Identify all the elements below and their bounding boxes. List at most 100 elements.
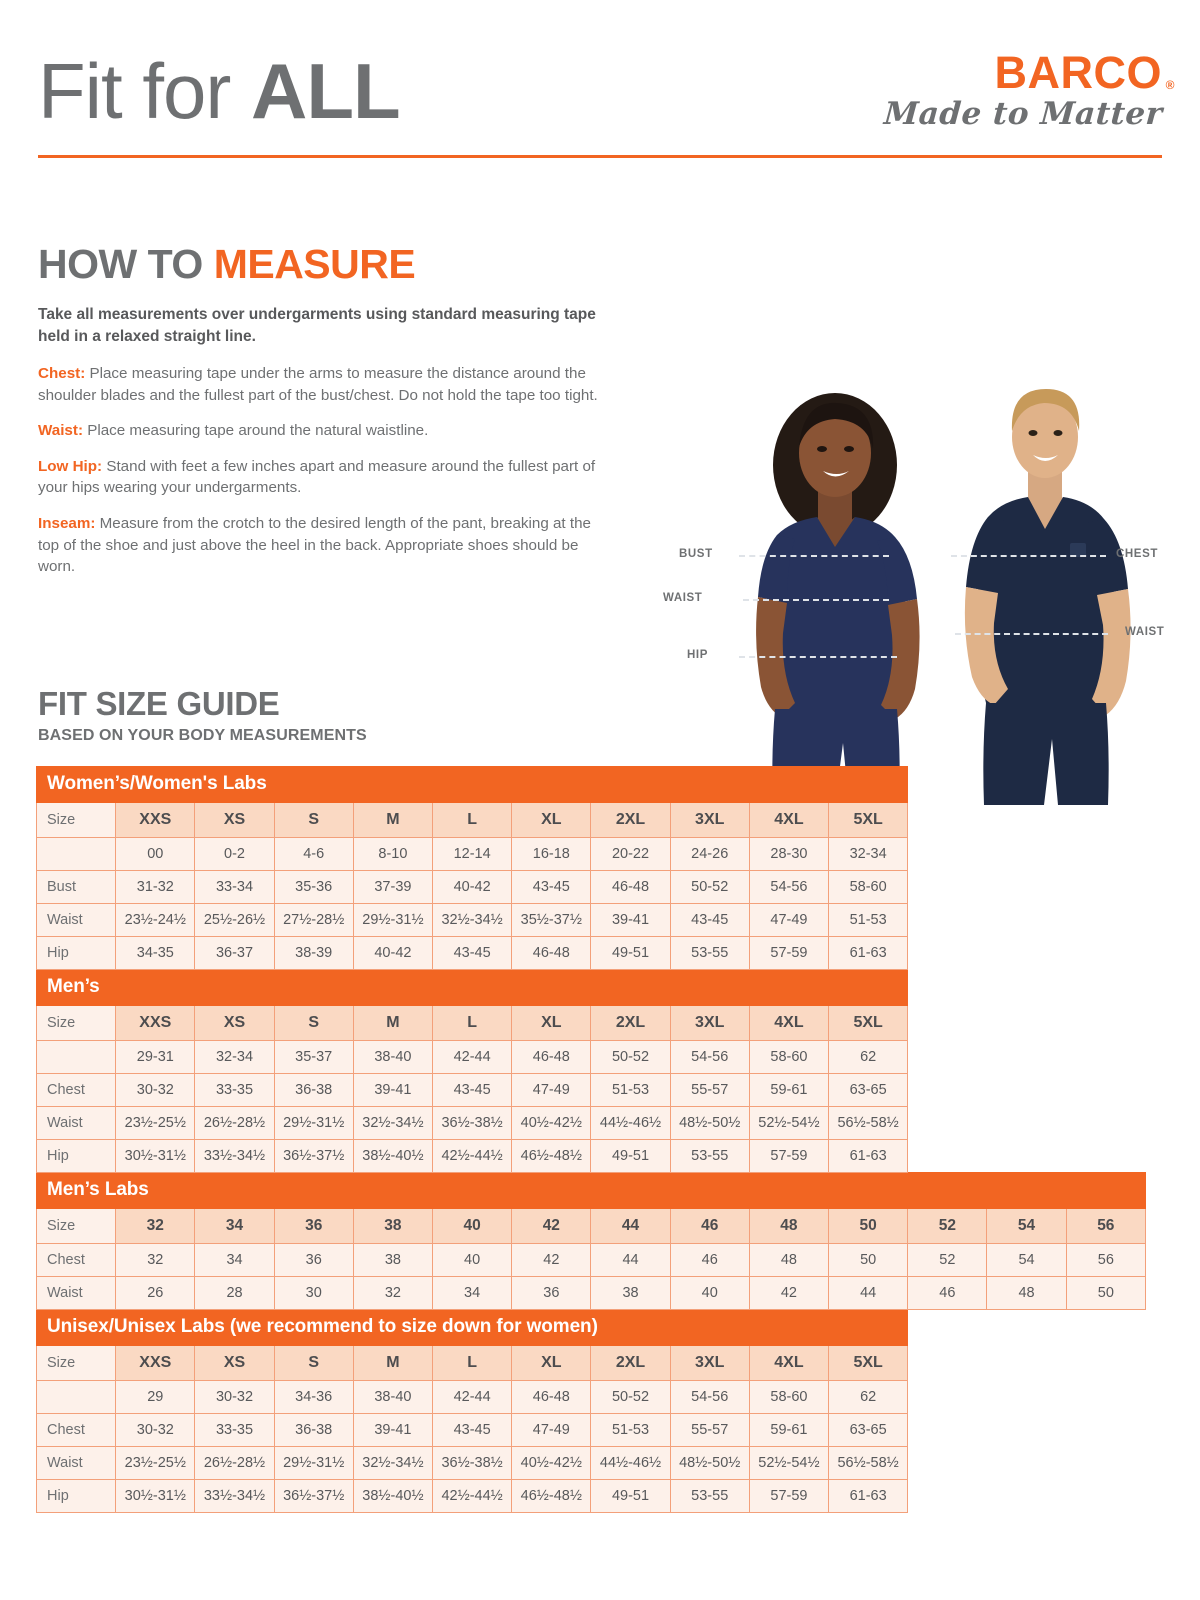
measurement-cell: 38: [590, 1276, 671, 1310]
measurement-cell: 29½-31½: [273, 1106, 354, 1140]
measurement-cell: 33½-34½: [194, 1139, 275, 1173]
brand-name: BARCO: [994, 47, 1162, 98]
measurement-cell: 62: [828, 1380, 909, 1414]
measurement-cell: 38: [352, 1243, 434, 1277]
measurement-cell: 33-35: [194, 1073, 275, 1107]
measure-item-low-hip-label: Low Hip:: [38, 457, 103, 475]
table-header-row: Size 32 34 36 38 40 42 44 46 48 50 52 54 56: [35, 1208, 1147, 1244]
measurement-row-label: Waist: [35, 903, 117, 937]
table-band-row: Women’s/Women's Labs: [35, 766, 1146, 803]
measurement-cell: 39-41: [352, 1073, 434, 1107]
size-header-cell: XL: [511, 802, 592, 838]
measurement-cell: 36½-38½: [432, 1106, 513, 1140]
measurement-cell: 52½-54½: [748, 1446, 830, 1480]
measurement-row-label: Chest: [35, 1413, 117, 1447]
measurement-cell: 48½-50½: [669, 1106, 750, 1140]
table-row: 00 0-2 4-6 8-10 12-14 16-18 20-22 24-26 28-30 32-…: [35, 837, 1146, 871]
measurement-cell: 61-63: [828, 936, 909, 970]
table-band-row: Men’s: [35, 969, 1146, 1006]
measurement-cell: 40½-42½: [511, 1106, 592, 1140]
measurement-cell: 32½-34½: [432, 903, 513, 937]
measurement-row-label: Hip: [35, 1139, 117, 1173]
measurement-cell: 36-38: [273, 1073, 354, 1107]
measurement-cell: 00: [115, 837, 196, 871]
label-waist-left: WAIST: [663, 592, 703, 604]
measurement-cell: 40-42: [432, 870, 513, 904]
measurement-cell: 53-55: [669, 936, 750, 970]
size-header-cell: 54: [986, 1208, 1067, 1244]
measurement-cell: 47-49: [511, 1073, 592, 1107]
table-band-title: Men’s: [35, 969, 909, 1006]
measurement-cell: 56: [1065, 1243, 1147, 1277]
measurement-cell: 23½-25½: [115, 1446, 196, 1480]
measurement-cell: 40: [669, 1276, 750, 1310]
heading-plain: HOW TO: [38, 241, 214, 287]
measurement-cell: 61-63: [828, 1139, 909, 1173]
measurement-cell: 46-48: [511, 936, 592, 970]
size-header-cell: 3XL: [669, 802, 750, 838]
measurement-cell: 48: [748, 1243, 830, 1277]
size-header-cell: S: [273, 1005, 354, 1041]
page-title-light: Fit for: [38, 47, 252, 135]
measurement-cell: 44: [828, 1276, 909, 1310]
measurement-cell: 32: [352, 1276, 434, 1310]
size-header-cell: XS: [194, 802, 275, 838]
measurement-cell: 43-45: [432, 1413, 513, 1447]
measurement-cell: 47-49: [748, 903, 830, 937]
measurement-cell: 55-57: [669, 1073, 750, 1107]
measurement-cell: 43-45: [669, 903, 750, 937]
size-header-cell: XXS: [115, 802, 196, 838]
measurement-cell: 30½-31½: [115, 1479, 196, 1513]
measurement-cell: 43-45: [511, 870, 592, 904]
size-header-cell: L: [432, 1005, 513, 1041]
heading-accent: MEASURE: [213, 241, 416, 287]
page-title: Fit for ALL: [38, 52, 401, 130]
measurement-cell: 38-39: [273, 936, 354, 970]
measurement-cell: 34-36: [273, 1380, 354, 1414]
measurement-cell: 32: [115, 1243, 196, 1277]
measurement-cell: 38½-40½: [352, 1479, 434, 1513]
measurement-cell: 63-65: [828, 1413, 909, 1447]
measurement-cell: 30-32: [115, 1413, 196, 1447]
measurement-cell: 20-22: [590, 837, 671, 871]
measure-intro-text: Take all measurements over undergarments…: [38, 306, 596, 346]
measurement-cell: 46½-48½: [511, 1139, 592, 1173]
header-divider: [38, 155, 1162, 158]
models-photo-area: BUST WAIST HIP CHEST WAIST: [655, 375, 1200, 805]
size-header-cell: M: [352, 1005, 434, 1041]
measure-item-inseam-label: Inseam:: [38, 514, 96, 532]
measurement-cell: 50-52: [669, 870, 750, 904]
male-model-photo: [964, 389, 1131, 805]
measurement-cell: 35-37: [273, 1040, 354, 1074]
measurement-cell: 57-59: [748, 936, 830, 970]
measurement-cell: 56½-58½: [828, 1106, 909, 1140]
measurement-cell: 42½-44½: [432, 1139, 513, 1173]
measurement-cell: 58-60: [748, 1380, 830, 1414]
measurement-cell: 46: [907, 1276, 988, 1310]
registered-trademark-icon: ®: [1165, 78, 1175, 92]
fit-size-guide-subheading: BASED ON YOUR BODY MEASUREMENTS: [38, 727, 367, 745]
measurement-cell: 23½-24½: [115, 903, 196, 937]
measurement-cell: 58-60: [748, 1040, 830, 1074]
table-band-title: Women’s/Women's Labs: [35, 766, 909, 803]
size-header-cell: 38: [352, 1208, 434, 1244]
measurement-cell: 42½-44½: [432, 1479, 513, 1513]
measurement-cell: 52: [907, 1243, 988, 1277]
measurement-cell: 44: [590, 1243, 671, 1277]
measurement-cell: 38-40: [352, 1040, 434, 1074]
measurement-cell: 24-26: [669, 837, 750, 871]
measurement-cell: 51-53: [590, 1413, 671, 1447]
measurement-cell: 50-52: [590, 1380, 671, 1414]
fit-size-guide-section: FIT SIZE GUIDE BASED ON YOUR BODY MEASUR…: [38, 685, 367, 745]
measurement-cell: 54-56: [669, 1380, 750, 1414]
size-header-cell: XL: [511, 1345, 592, 1381]
measurement-cell: 25½-26½: [194, 903, 275, 937]
measurement-cell: 29½-31½: [273, 1446, 354, 1480]
measurement-cell: 34: [194, 1243, 275, 1277]
chest-guide-line: [951, 555, 1106, 557]
measurement-row-label: Chest: [35, 1243, 117, 1277]
measurement-cell: 35½-37½: [511, 903, 592, 937]
size-table-container: Women’s/Women's Labs Size XXS XS S M L XL 2XL 3XL…: [35, 766, 1147, 1513]
measurement-cell: 42: [748, 1276, 830, 1310]
